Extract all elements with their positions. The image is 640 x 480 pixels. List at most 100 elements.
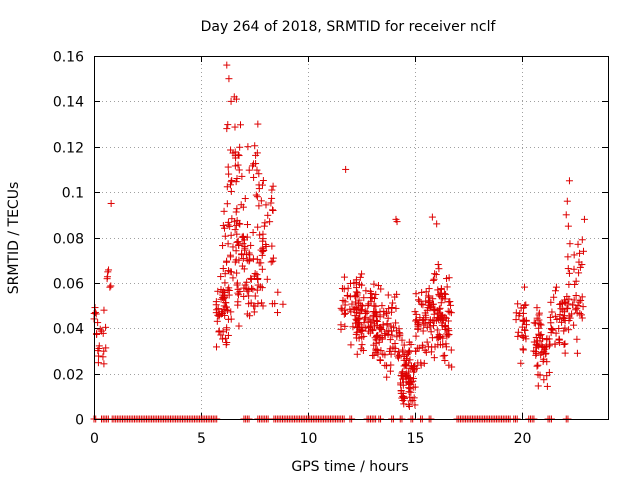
data-point	[238, 172, 246, 180]
data-point	[274, 288, 282, 296]
data-point	[259, 302, 267, 310]
data-point	[413, 364, 421, 372]
data-point	[388, 331, 396, 339]
data-point	[354, 305, 362, 313]
data-point	[399, 393, 407, 401]
data-point	[433, 326, 441, 334]
data-point	[233, 269, 241, 277]
data-point	[564, 265, 572, 273]
data-point	[398, 336, 406, 344]
data-point	[223, 61, 231, 69]
data-point	[424, 298, 432, 306]
data-point	[377, 285, 385, 293]
data-point	[342, 309, 350, 317]
data-point	[363, 308, 371, 316]
data-point	[540, 376, 548, 384]
data-point	[233, 174, 241, 182]
data-point	[424, 292, 432, 300]
data-point	[400, 400, 408, 408]
data-point	[356, 273, 364, 281]
data-point	[434, 260, 442, 268]
data-point	[254, 276, 262, 284]
data-point	[578, 261, 586, 269]
data-point	[352, 284, 360, 292]
data-point	[346, 305, 354, 313]
data-point	[572, 292, 580, 300]
data-point	[574, 302, 582, 310]
data-point	[387, 308, 395, 316]
data-point	[555, 325, 563, 333]
data-point	[417, 300, 425, 308]
x-axis-label: GPS time / hours	[291, 459, 408, 475]
data-point	[364, 327, 372, 335]
data-point	[417, 361, 425, 369]
data-point	[222, 299, 230, 307]
data-point	[251, 292, 259, 300]
data-point	[227, 308, 235, 316]
data-point	[412, 332, 420, 340]
data-point	[543, 336, 551, 344]
data-point	[405, 388, 413, 396]
data-point	[411, 401, 419, 409]
data-point	[259, 177, 267, 185]
data-point	[561, 349, 569, 357]
data-point	[561, 317, 569, 325]
data-point	[564, 253, 572, 261]
y-tick-label: 0	[75, 413, 84, 429]
data-point	[245, 249, 253, 257]
data-point	[225, 170, 233, 178]
data-point	[241, 242, 249, 250]
data-point	[571, 280, 579, 288]
data-point	[535, 342, 543, 350]
data-point	[392, 319, 400, 327]
data-point	[546, 313, 554, 321]
data-point	[446, 308, 454, 316]
data-point	[236, 287, 244, 295]
data-point	[407, 397, 415, 405]
data-point	[355, 296, 363, 304]
data-point	[250, 308, 258, 316]
data-point	[580, 215, 588, 223]
data-point	[258, 265, 266, 273]
data-point	[543, 382, 551, 390]
data-point	[223, 339, 231, 347]
data-point	[516, 309, 524, 317]
data-point	[446, 297, 454, 305]
data-point	[428, 343, 436, 351]
data-point	[268, 206, 276, 214]
data-point	[551, 340, 559, 348]
data-point	[537, 321, 545, 329]
x-tick-label: 20	[514, 431, 532, 447]
data-point	[233, 205, 241, 213]
data-point	[440, 290, 448, 298]
data-point	[558, 318, 566, 326]
data-point	[341, 322, 349, 330]
data-point	[357, 307, 365, 315]
data-point	[386, 367, 394, 375]
data-point	[220, 207, 228, 215]
data-point	[407, 388, 415, 396]
data-point	[239, 203, 247, 211]
data-point	[564, 300, 572, 308]
data-point	[234, 161, 242, 169]
data-point	[232, 247, 240, 255]
data-point	[228, 176, 236, 184]
data-point	[223, 200, 231, 208]
data-point	[352, 304, 360, 312]
data-point	[405, 401, 413, 409]
data-point	[232, 208, 240, 216]
data-point	[257, 259, 265, 267]
data-point	[430, 322, 438, 330]
data-point	[236, 143, 244, 151]
data-point	[249, 229, 257, 237]
data-point	[572, 306, 580, 314]
data-point	[373, 312, 381, 320]
data-point	[381, 331, 389, 339]
data-point	[406, 393, 414, 401]
data-point	[263, 275, 271, 283]
data-point	[274, 309, 282, 317]
data-point	[96, 325, 104, 333]
data-point	[543, 358, 551, 366]
data-point	[566, 314, 574, 322]
data-point	[377, 347, 385, 355]
